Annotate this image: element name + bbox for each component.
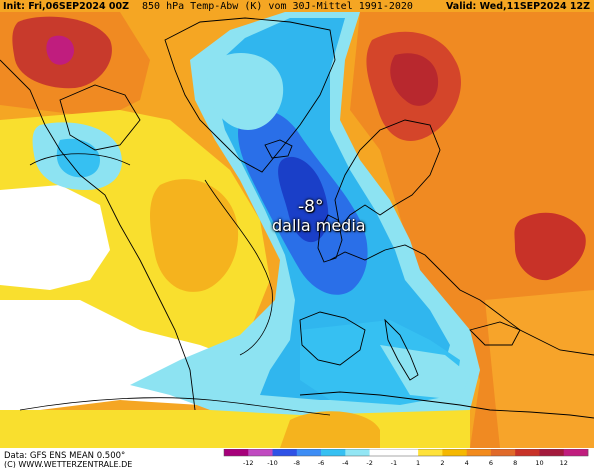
coastline-europe [329,244,594,356]
anomaly-area-labrador-core [56,138,100,178]
legend-tick-label: 10 [535,459,543,467]
legend-swatch [272,449,298,456]
copyright-label: (C) WWW.WETTERZENTRALE.DE [4,460,133,468]
anomaly-area-russia-red [514,212,586,281]
coastline-canada [0,59,196,411]
legend-swatch [321,449,346,456]
coastline-baffin [59,84,141,151]
legend-swatch [490,449,516,456]
legend-tick-label: -4 [342,459,348,467]
legend-tick-label: -10 [267,459,278,467]
legend-tick-label: -1 [391,459,397,467]
anomaly-text-annotation: dalla media [272,216,366,235]
anomaly-area-east-light [485,290,594,448]
legend-tick-label: 6 [489,459,493,467]
anomaly-area-greenland-light [207,52,284,130]
anomaly-area-med-light [380,345,470,400]
legend-swatch [442,449,467,456]
legend-swatch [418,449,443,456]
init-time-label: Init: Fri,06SEP2024 00Z [3,1,130,12]
legend-swatch [393,449,419,456]
anomaly-area-cold-core [278,156,329,243]
legend-tick-label: -8 [294,459,300,467]
valid-time-label: Valid: Wed,11SEP2024 12Z [445,1,590,12]
isoline-atlantic [204,179,273,356]
legend-tick-label: 1 [416,459,420,467]
coastline-britain [317,214,343,263]
legend-swatch [539,449,565,456]
coastline-scandinavia [334,119,441,230]
legend-swatch [515,449,540,456]
coastline-greenland [164,17,336,173]
coastline-iceland [264,139,293,159]
legend-outline [223,449,589,457]
legend-tick-label: 2 [440,459,444,467]
legend-tick-label: 8 [513,459,517,467]
legend-swatch [369,449,395,456]
anomaly-area-south-yellow [0,410,470,448]
legend-tick-label: -6 [318,459,324,467]
legend-swatch [563,449,589,456]
anomaly-area-north-africa-orange [280,411,380,448]
legend-swatch [345,449,370,456]
legend-swatch [248,449,273,456]
coastlines [0,17,594,419]
isolines [19,153,331,416]
anomaly-area-atlantic-white-west [0,185,110,290]
color-legend: -12 -10 -8 -6 -4 -2 -1 1 2 4 6 8 10 12 [223,449,589,467]
anomaly-area-scandinavia-core [390,53,439,106]
anomaly-area-greenland-west-magenta [46,35,75,65]
legend-swatch [466,449,492,456]
legend-swatch [224,449,249,456]
coastline-iberia [299,311,366,366]
legend-tick-label: 4 [465,459,469,467]
isoline-south [19,397,331,416]
legend-swatch [296,449,322,456]
legend-tick-label: 12 [560,459,568,467]
anomaly-area-atlantic-orange [150,179,239,292]
anomaly-value-annotation: -8° [298,197,324,217]
map-title: 850 hPa Temp-Abw (K) vom 30J-Mittel 1991… [142,1,413,12]
coastline-black-sea [469,321,521,346]
legend-tick-label: -12 [243,459,254,467]
legend-tick-label: -2 [366,459,372,467]
coastline-north-africa [299,391,594,419]
data-source-label: Data: GFS ENS MEAN 0.500° [4,451,126,461]
coastline-italy [384,318,419,381]
isoline-labrador [29,153,131,166]
